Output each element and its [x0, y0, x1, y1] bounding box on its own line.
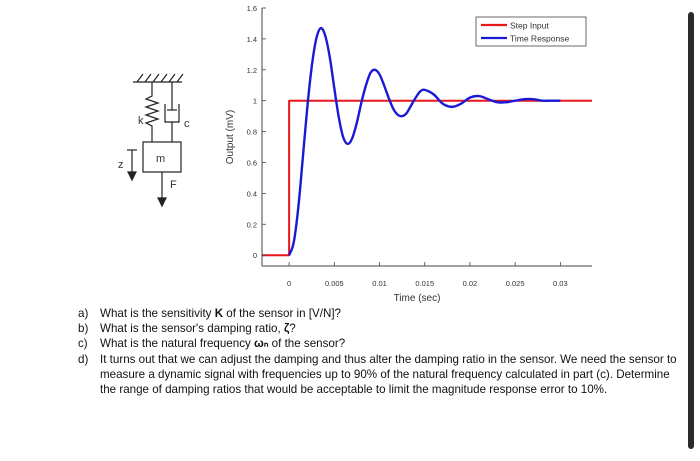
question-item: b) What is the sensor's damping ratio, ζ?: [78, 321, 678, 336]
page-edge-bar: [688, 12, 694, 449]
x-tick-label: 0.015: [415, 279, 434, 288]
y-tick-label: 0.8: [247, 128, 257, 137]
x-tick-label: 0.02: [463, 279, 478, 288]
mass-label: m: [156, 153, 165, 165]
y-tick-label: 0.6: [247, 158, 257, 167]
question-letter: d): [78, 352, 89, 366]
question-symbol: ζ: [283, 322, 290, 336]
question-symbol: K: [214, 307, 224, 320]
question-text-run: of the sensor?: [268, 337, 346, 351]
y-tick-label: 0.4: [247, 189, 257, 198]
question-text: What is the sensitivity K of the sensor …: [100, 306, 678, 321]
question-letter: b): [78, 322, 89, 336]
y-axis-label: Output (mV): [225, 110, 236, 164]
x-ticks: 0 0.005 0.01 0.015 0.02 0.025 0.03: [287, 262, 568, 288]
spring: [144, 82, 160, 142]
x-tick-label: 0.025: [506, 279, 525, 288]
legend-label-time-response: Time Response: [510, 34, 569, 44]
y-tick-label: 1: [253, 97, 257, 106]
z-label: z: [118, 159, 124, 171]
axes-layer: [261, 8, 592, 267]
legend: Step Input Time Response: [475, 16, 587, 47]
x-tick-label: 0.01: [372, 279, 387, 288]
ground-hatch: [133, 73, 184, 83]
question-text: What is the natural frequency ωₙ of the …: [100, 336, 678, 351]
question-text-run: ?: [289, 322, 296, 336]
question-item: d) It turns out that we can adjust the da…: [78, 352, 678, 398]
mass-spring-damper-diagram: k c m z F: [118, 73, 190, 208]
figure: k c m z F 0 0.2 0.4 0.6 0.8 1 1.2 1.4 1.6 0 0.005…: [118, 4, 592, 304]
mass-block: [142, 141, 182, 173]
y-tick-label: 0: [253, 251, 257, 260]
question-text-run: of the sensor in [V/N]?: [223, 307, 341, 320]
question-text-run: What is the natural frequency: [100, 337, 255, 351]
question-symbol: ωₙ: [254, 337, 269, 351]
question-list: a) What is the sensitivity K of the senso…: [78, 306, 678, 397]
damper-label: c: [184, 118, 190, 130]
plot-area: [262, 8, 592, 266]
question-item: c) What is the natural frequency ωₙ of th…: [78, 336, 678, 351]
question-text-run: What is the sensor's damping ratio,: [100, 322, 284, 336]
x-axis-label: Time (sec): [394, 293, 441, 304]
x-tick-label: 0.005: [325, 279, 344, 288]
question-letter: c): [78, 337, 88, 351]
y-tick-label: 1.2: [247, 66, 257, 75]
question-text-run: It turns out that we can adjust the damp…: [100, 352, 677, 397]
spring-label: k: [138, 115, 144, 127]
step-response-plot: 00.20.40.60.811.21.41.6 0 0.005 0.01 0.015 0…: [225, 4, 592, 304]
question-text-run: What is the sensitivity: [100, 307, 215, 320]
x-tick-label: 0.03: [553, 279, 568, 288]
y-tick-label: 0.2: [247, 220, 257, 229]
z-coordinate-arrow: [127, 149, 137, 182]
legend-label-step-input: Step Input: [510, 21, 549, 31]
question-item: a) What is the sensitivity K of the senso…: [78, 306, 678, 321]
y-tick-label: 1.4: [247, 35, 257, 44]
question-text: What is the sensor's damping ratio, ζ?: [100, 321, 678, 336]
damper: [164, 82, 180, 142]
question-letter: a): [78, 307, 89, 320]
force-label: F: [170, 179, 177, 191]
series-layer: [262, 26, 592, 257]
x-tick-label: 0: [287, 279, 291, 288]
series-time-response-line: [287, 26, 561, 256]
y-ticks: 0 0.2 0.4 0.6 0.8 1 1.2 1.4 1.6: [247, 4, 266, 260]
force-arrow: [157, 172, 167, 208]
question-text: It turns out that we can adjust the damp…: [100, 352, 678, 398]
y-tick-label: 1.6: [247, 4, 257, 13]
legend-box: [475, 16, 587, 47]
